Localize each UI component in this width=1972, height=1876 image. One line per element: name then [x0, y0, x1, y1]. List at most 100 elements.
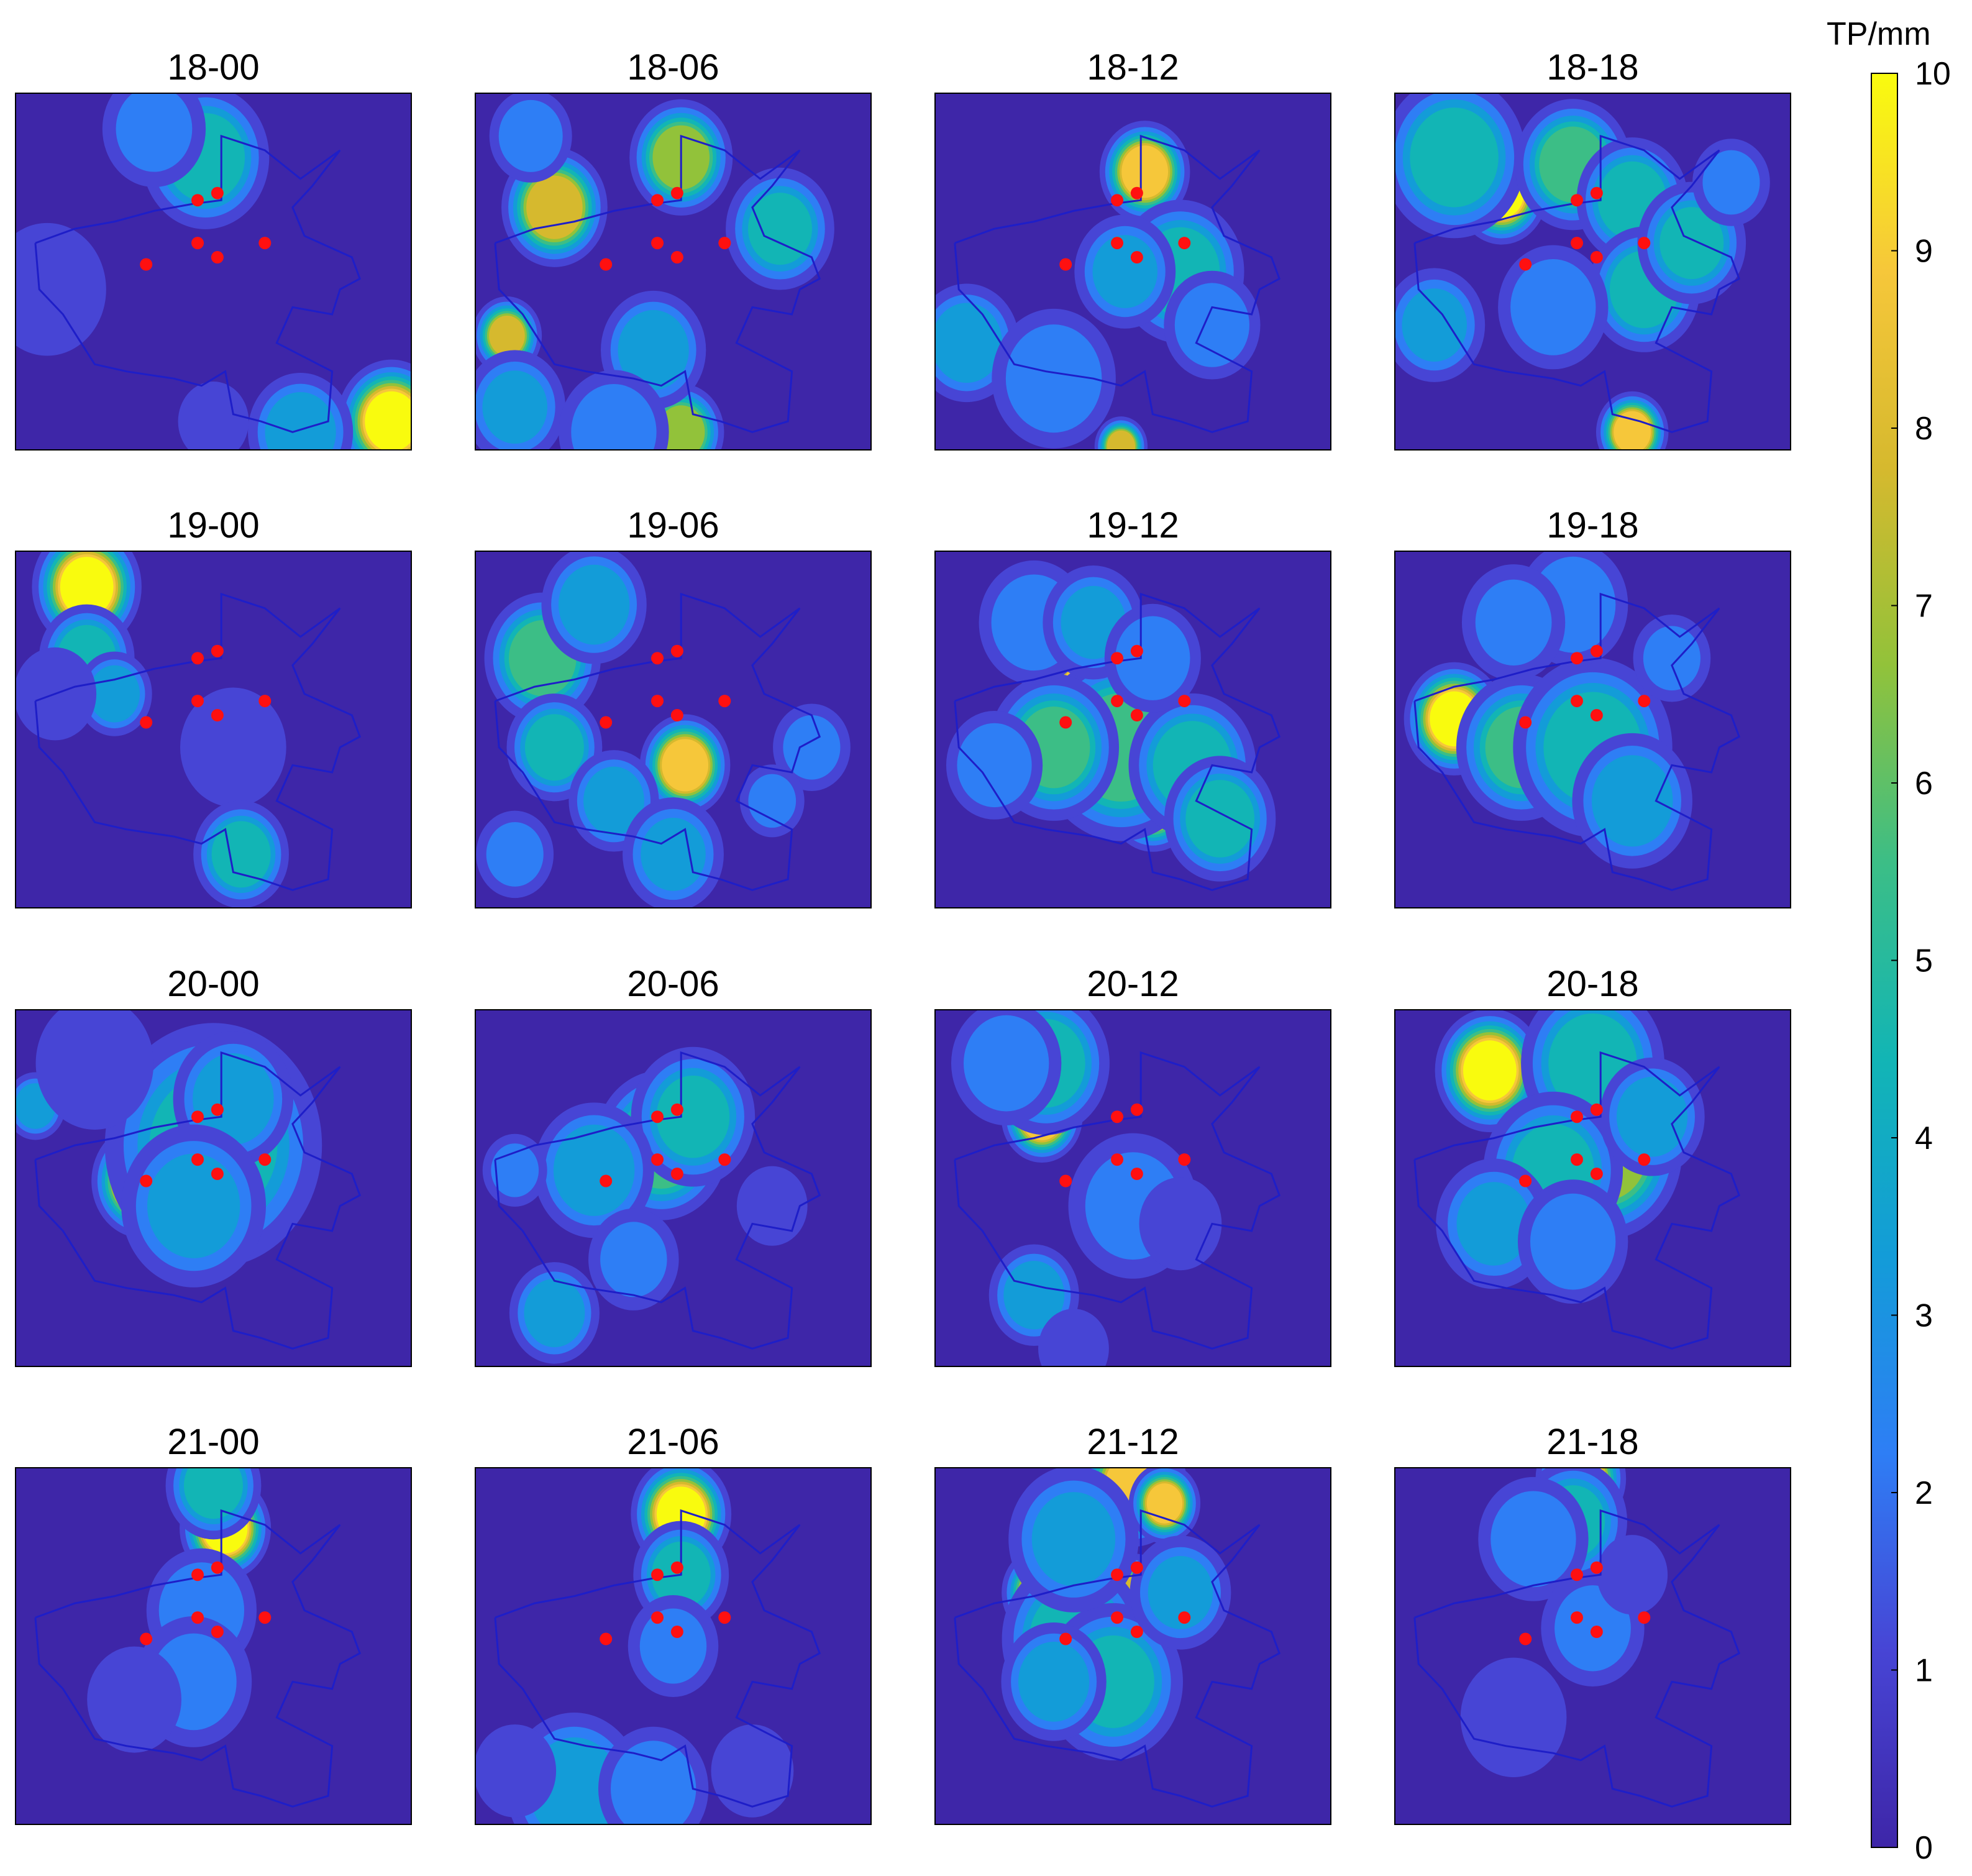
panel-frame: [1394, 551, 1791, 908]
station-marker: [1130, 186, 1143, 199]
station-marker: [140, 1174, 153, 1187]
station-marker: [1638, 1611, 1651, 1624]
station-marker: [600, 258, 613, 271]
precip-field: [946, 560, 1276, 882]
station-marker: [651, 1611, 664, 1624]
station-marker: [1638, 695, 1651, 708]
station-marker: [1519, 258, 1532, 271]
station-marker: [140, 258, 153, 271]
station-marker: [258, 1611, 272, 1624]
colorbar-tick-label: 7: [1915, 588, 1933, 625]
precip-contour: [639, 1608, 707, 1684]
precip-contour: [736, 1166, 808, 1246]
precip-contour: [1530, 1193, 1616, 1290]
precip-field: [1404, 551, 1711, 869]
station-marker: [1571, 652, 1584, 665]
panel-title: 18-06: [627, 47, 719, 88]
station-marker: [670, 251, 683, 264]
precip-contour: [600, 1222, 667, 1297]
panel-title: 18-12: [1087, 47, 1179, 88]
station-marker: [258, 237, 272, 250]
station-marker: [1111, 237, 1124, 250]
panel-19-12: 19-12: [934, 505, 1331, 908]
precip-contour: [571, 383, 657, 450]
station-marker: [1111, 695, 1124, 708]
station-marker: [1571, 237, 1584, 250]
precip-contour: [87, 1646, 181, 1753]
station-marker: [600, 1174, 613, 1187]
station-marker: [1590, 251, 1603, 264]
station-marker: [600, 1632, 613, 1645]
panel-title: 19-00: [167, 505, 259, 546]
precip-contour: [265, 391, 336, 450]
station-marker: [191, 1611, 204, 1624]
station-marker: [1590, 186, 1603, 199]
precip-field: [951, 1010, 1222, 1366]
station-marker: [211, 1561, 224, 1574]
precip-contour: [178, 381, 249, 450]
station-marker: [718, 1611, 731, 1624]
precip-contour: [184, 1468, 243, 1519]
station-marker: [670, 709, 683, 722]
station-marker: [191, 695, 204, 708]
station-marker: [1111, 1153, 1124, 1166]
precip-contour: [583, 766, 644, 835]
precip-contour: [498, 99, 563, 172]
precip-contour: [641, 818, 706, 891]
station-marker: [1178, 237, 1191, 250]
precip-contour: [1003, 1261, 1065, 1330]
precip-contour: [1018, 1642, 1090, 1722]
station-marker: [718, 695, 731, 708]
panel-21-18: 21-18: [1394, 1422, 1791, 1825]
station-marker: [1638, 237, 1651, 250]
panel-frame: [1394, 1009, 1791, 1367]
precip-contour: [1005, 324, 1102, 433]
panel-19-06: 19-06: [475, 505, 872, 908]
station-marker: [1571, 1611, 1584, 1624]
station-marker: [191, 1568, 204, 1581]
station-marker: [1130, 1626, 1143, 1639]
station-marker: [670, 1626, 683, 1639]
station-marker: [670, 1561, 683, 1574]
station-marker: [1178, 1153, 1191, 1166]
station-marker: [211, 644, 224, 657]
precip-contour: [147, 1153, 240, 1258]
colorbar-title: TP/mm: [1827, 16, 1931, 52]
colorbar-tick-label: 4: [1915, 1120, 1933, 1156]
station-marker: [1178, 695, 1191, 708]
precip-field: [475, 1468, 794, 1824]
panel-frame: [15, 551, 412, 908]
precip-contour: [60, 557, 114, 617]
station-marker: [1571, 1153, 1584, 1166]
precip-contour: [1139, 1177, 1222, 1271]
station-marker: [1059, 258, 1072, 271]
precip-contour: [662, 739, 709, 792]
station-marker: [1130, 251, 1143, 264]
station-marker: [651, 237, 664, 250]
precip-contour: [89, 665, 140, 723]
precip-contour: [1174, 283, 1249, 367]
station-marker: [1059, 716, 1072, 729]
colorbar-tick-label: 0: [1915, 1830, 1933, 1866]
station-marker: [670, 186, 683, 199]
station-marker: [1059, 1632, 1072, 1645]
panel-frame: [475, 1467, 872, 1825]
panel-title: 21-12: [1087, 1422, 1179, 1462]
precip-contour: [524, 714, 584, 781]
precip-contour: [957, 723, 1032, 808]
station-marker: [1111, 1110, 1124, 1123]
panel-title: 18-00: [167, 47, 259, 88]
panel-title: 20-18: [1546, 964, 1638, 1004]
precip-contour: [1591, 755, 1673, 847]
precip-field: [87, 1468, 272, 1753]
precip-contour: [1614, 411, 1651, 450]
station-marker: [670, 1168, 683, 1181]
station-marker: [1590, 1561, 1603, 1574]
station-marker: [211, 1103, 224, 1116]
panel-frame: [475, 93, 872, 451]
precip-contour: [657, 405, 705, 450]
precip-contour: [180, 687, 286, 807]
panel-20-00: 20-00: [15, 964, 412, 1367]
precip-field: [482, 1046, 808, 1364]
precip-contour: [711, 1724, 794, 1818]
